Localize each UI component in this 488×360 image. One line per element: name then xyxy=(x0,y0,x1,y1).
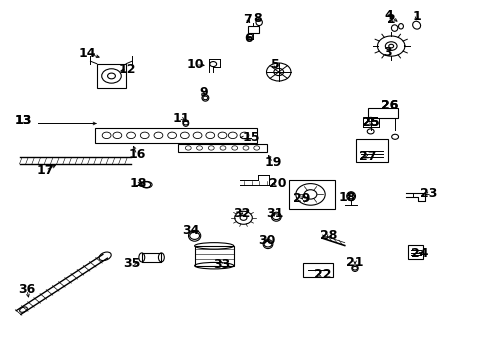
Text: 24: 24 xyxy=(410,247,427,260)
Text: 28: 28 xyxy=(319,229,337,242)
Text: 27: 27 xyxy=(359,150,376,163)
Text: 34: 34 xyxy=(182,224,199,237)
Text: 21: 21 xyxy=(346,256,363,269)
Text: 7: 7 xyxy=(243,13,252,26)
Text: 5: 5 xyxy=(270,58,279,71)
Text: 29: 29 xyxy=(292,192,310,204)
Bar xyxy=(194,246,233,266)
Text: 8: 8 xyxy=(253,12,262,24)
Text: 2: 2 xyxy=(386,13,395,26)
Text: 14: 14 xyxy=(78,47,96,60)
Text: 26: 26 xyxy=(380,99,397,112)
Text: 25: 25 xyxy=(362,116,379,129)
Text: 15: 15 xyxy=(242,131,259,144)
Text: 36: 36 xyxy=(18,283,36,296)
Text: 13: 13 xyxy=(14,114,32,127)
Text: 35: 35 xyxy=(123,257,141,270)
Text: 30: 30 xyxy=(258,234,275,247)
Text: 18: 18 xyxy=(338,191,355,204)
Text: 3: 3 xyxy=(382,46,391,59)
Text: 1: 1 xyxy=(411,10,420,23)
Text: 4: 4 xyxy=(384,9,392,22)
Bar xyxy=(178,144,266,152)
Text: 17: 17 xyxy=(37,164,54,177)
Text: 23: 23 xyxy=(419,187,436,200)
Bar xyxy=(367,108,397,118)
Bar xyxy=(95,128,256,143)
Bar xyxy=(142,253,161,262)
Text: 25: 25 xyxy=(362,116,379,129)
Text: 10: 10 xyxy=(186,58,204,71)
Text: 26: 26 xyxy=(380,99,397,112)
Text: 19: 19 xyxy=(264,156,281,169)
Text: 16: 16 xyxy=(128,148,145,161)
Text: 22: 22 xyxy=(313,268,330,281)
Text: 11: 11 xyxy=(172,112,190,125)
Bar xyxy=(407,245,422,259)
Text: 12: 12 xyxy=(118,63,136,76)
Text: 18: 18 xyxy=(129,177,146,190)
Text: 33: 33 xyxy=(212,258,230,271)
Text: 9: 9 xyxy=(199,86,207,99)
Text: 6: 6 xyxy=(244,32,252,45)
Text: 13: 13 xyxy=(14,114,32,127)
Text: 20: 20 xyxy=(268,177,286,190)
Text: 32: 32 xyxy=(233,207,250,220)
Text: 31: 31 xyxy=(265,207,283,220)
